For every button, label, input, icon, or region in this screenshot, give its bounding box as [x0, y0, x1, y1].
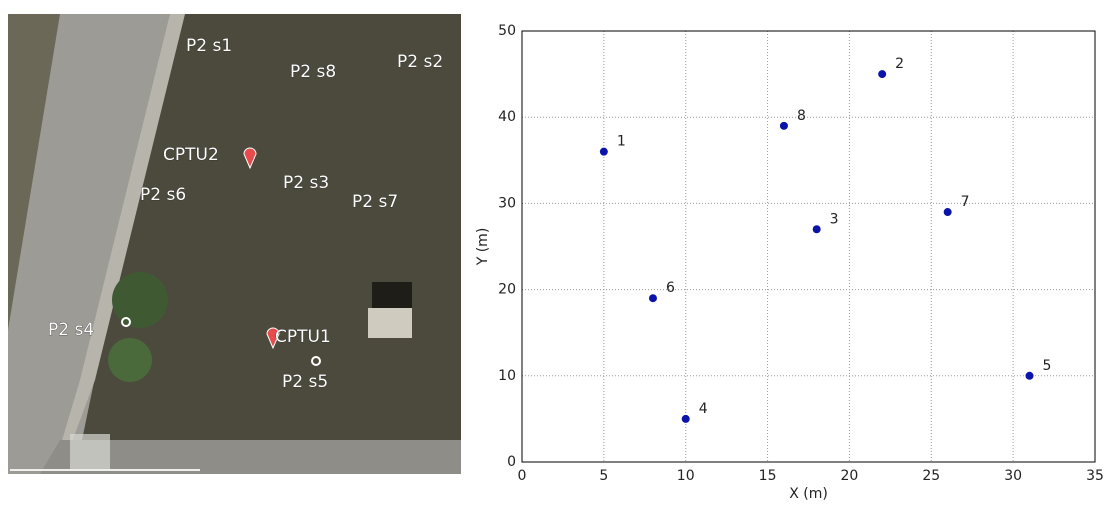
point-label: 4 [699, 401, 708, 417]
point-label: 7 [961, 194, 970, 210]
x-tick-label: 10 [677, 468, 695, 484]
point [599, 147, 608, 156]
photo-label: P2 s3 [283, 173, 329, 193]
aerial-photo [8, 14, 461, 474]
point [943, 208, 952, 217]
point-label: 2 [895, 56, 904, 72]
photo-label: CPTU2 [163, 145, 219, 165]
x-tick-label: 5 [599, 468, 608, 484]
photo-label: P2 s4 [48, 320, 94, 340]
point-label: 1 [617, 134, 626, 150]
point [648, 294, 657, 303]
x-tick-label: 0 [518, 468, 527, 484]
point-label: 6 [666, 280, 675, 296]
photo-label: P2 s1 [186, 36, 232, 56]
x-tick-label: 35 [1086, 468, 1104, 484]
y-tick-label: 30 [498, 195, 516, 211]
photo-label: P2 s2 [397, 52, 443, 72]
x-tick-label: 25 [922, 468, 940, 484]
point [681, 414, 690, 423]
x-axis-label: X (m) [789, 486, 828, 502]
y-tick-label: 10 [498, 368, 516, 384]
photo-label: P2 s6 [140, 185, 186, 205]
point [878, 70, 887, 79]
plot-frame [521, 30, 1096, 463]
point-label: 3 [830, 211, 839, 227]
point [812, 225, 821, 234]
x-tick-label: 20 [841, 468, 859, 484]
point [1025, 371, 1034, 380]
y-tick-label: 50 [498, 23, 516, 39]
y-tick-label: 0 [507, 454, 516, 470]
photo-label: CPTU1 [275, 327, 331, 347]
y-tick-label: 20 [498, 282, 516, 298]
point [779, 121, 788, 130]
y-tick-label: 40 [498, 109, 516, 125]
y-axis-label: Y (m) [475, 228, 491, 267]
photo-label: P2 s8 [290, 62, 336, 82]
x-tick-label: 30 [1004, 468, 1022, 484]
photo-label: P2 s7 [352, 192, 398, 212]
x-tick-label: 15 [759, 468, 777, 484]
point-label: 8 [797, 108, 806, 124]
photo-label: P2 s5 [282, 372, 328, 392]
point-label: 5 [1043, 358, 1052, 374]
